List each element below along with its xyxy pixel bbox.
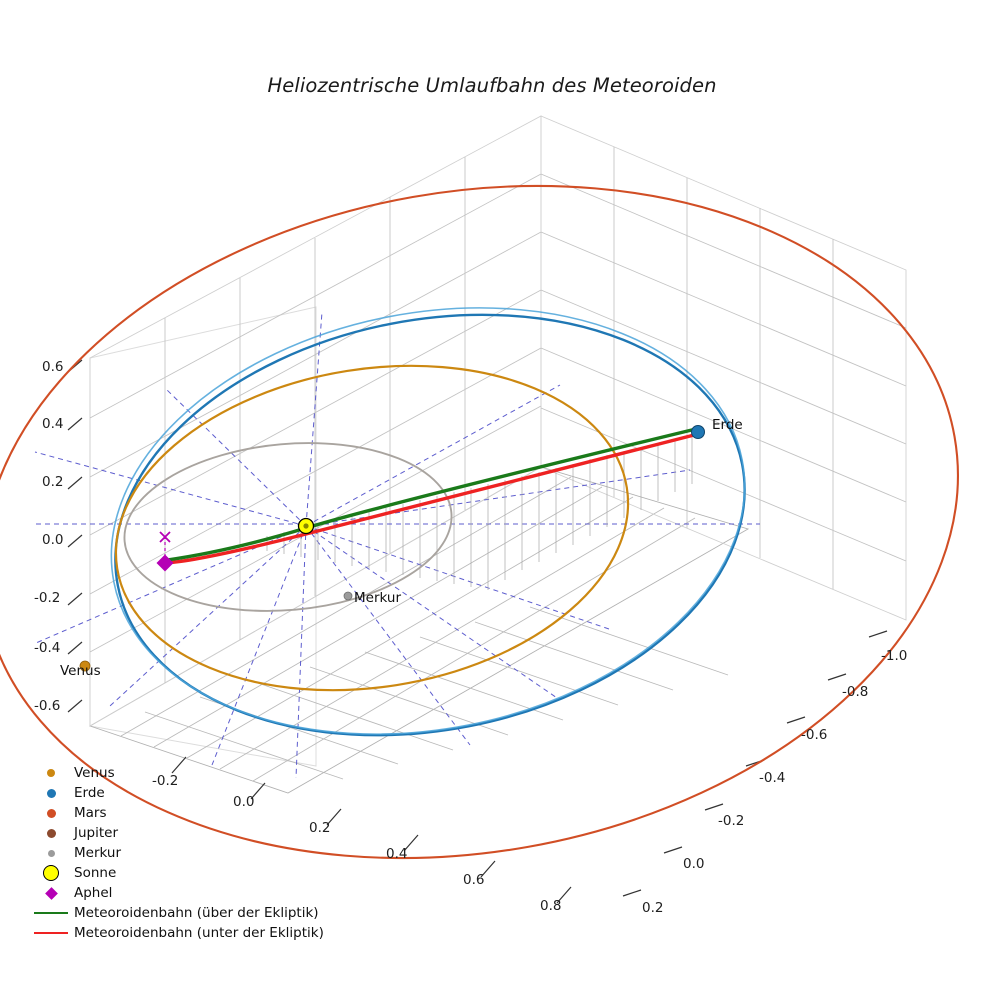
venus-marker [79,660,91,672]
sonne-icon [28,865,74,881]
legend-item-aphel[interactable]: Aphel [28,883,358,903]
jupiter-icon [28,828,74,838]
aphel-projection-x-icon [159,531,171,543]
merkur-marker [343,591,353,601]
trajectory-stem-lines [266,435,693,590]
legend-item-merkur[interactable]: Merkur [28,843,358,863]
tick-label: 0.8 [540,898,561,914]
legend: Venus Erde Mars Jupiter Merkur [28,763,358,943]
tick-label: 0.2 [309,820,330,836]
red-line-icon [28,932,74,934]
legend-item-jupiter[interactable]: Jupiter [28,823,358,843]
tick-labels-bottom-right: 0.2 0.0 -0.2 -0.4 -0.6 -0.8 -1.0 [642,648,907,916]
tick-label: -0.2 [718,813,744,829]
right-pane-outline [540,115,907,621]
legend-item-sonne[interactable]: Sonne [28,863,358,883]
tick-label: -0.6 [801,727,827,743]
planet-markers [79,425,705,672]
tick-label: 0.2 [42,474,63,490]
tick-label: -0.4 [759,770,785,786]
tick-label: 0.2 [642,900,663,916]
legend-item-erde[interactable]: Erde [28,783,358,803]
venus-icon [28,769,74,777]
orbit-venus [114,364,630,692]
legend-label: Jupiter [74,825,119,841]
page-title: Heliozentrische Umlaufbahn des Meteoroid… [267,74,717,97]
orbit-merkur [123,442,453,612]
orbit-mars [0,184,959,860]
right-pane-grid [540,115,907,621]
trajectory-above-ecliptic [165,426,702,562]
orbit-erde-secondary [110,307,746,735]
mars-icon [28,808,74,818]
tick-label: -0.6 [34,698,60,714]
tick-label: 0.4 [386,846,407,862]
legend-label: Venus [74,765,115,781]
tick-label: 0.4 [42,416,63,432]
annotation-merkur: Merkur [354,590,401,606]
tick-labels-bottom-left: -0.2 0.0 0.2 0.4 0.6 0.8 [152,773,561,914]
legend-item-bahn-unten[interactable]: Meteoroidenbahn (unter der Ekliptik) [28,923,358,943]
legend-label: Sonne [74,865,117,881]
tick-label: 0.0 [683,856,704,872]
erde-marker [691,425,705,439]
tick-label: -0.4 [34,640,60,656]
aphel-group [156,531,174,572]
meteoroid-trajectory [163,426,702,565]
green-line-icon [28,912,74,914]
legend-label: Meteoroidenbahn (über der Ekliptik) [74,905,319,921]
aphel-marker [156,554,174,572]
annotation-erde: Erde [712,417,743,433]
tick-label: -0.2 [152,773,178,789]
erde-icon [28,788,74,798]
sonne-marker [297,517,315,535]
trajectory-below-ecliptic [163,432,700,565]
legend-item-mars[interactable]: Mars [28,803,358,823]
tick-label: -0.2 [34,590,60,606]
legend-label: Erde [74,785,105,801]
annotation-labels: Erde Merkur Venus [60,417,743,679]
planet-orbits [0,184,959,860]
aphel-icon [28,886,74,900]
legend-label: Meteoroidenbahn (unter der Ekliptik) [74,925,324,941]
tick-labels-left: 0.6 0.4 0.2 0.0 -0.2 -0.4 -0.6 [34,359,63,714]
tick-label: 0.0 [42,532,63,548]
tick-label: 0.6 [463,872,484,888]
legend-label: Merkur [74,845,122,861]
legend-item-venus[interactable]: Venus [28,763,358,783]
legend-label: Mars [74,805,107,821]
merkur-icon [28,849,74,857]
tick-label: -1.0 [881,648,907,664]
legend-label: Aphel [74,885,113,901]
tick-label: -0.8 [842,684,868,700]
annotation-venus: Venus [60,663,101,679]
legend-item-bahn-oben[interactable]: Meteoroidenbahn (über der Ekliptik) [28,903,358,923]
tick-label: 0.6 [42,359,63,375]
tick-label: 0.0 [233,794,254,810]
